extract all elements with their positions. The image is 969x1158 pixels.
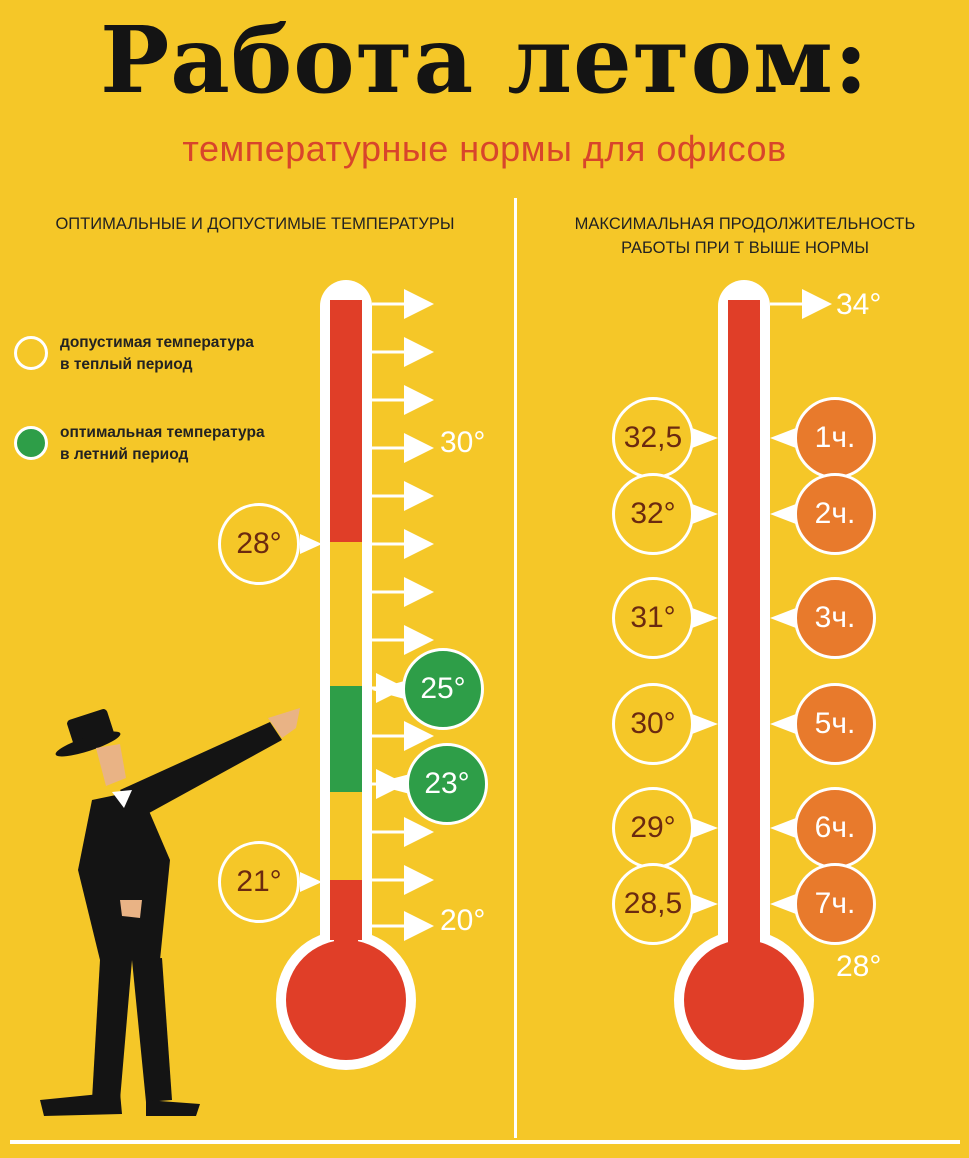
right-heading-line-2: РАБОТЫ ПРИ Т ВЫШЕ НОРМЫ bbox=[621, 239, 869, 257]
right-bottom-label: 28° bbox=[836, 950, 882, 983]
hours-badge-6: 7ч. bbox=[794, 863, 876, 945]
badge-28: 28° bbox=[218, 503, 300, 585]
right-heading-line-1: МАКСИМАЛЬНАЯ ПРОДОЛЖИТЕЛЬНОСТЬ bbox=[574, 215, 916, 233]
scale-label-20: 20° bbox=[440, 904, 486, 937]
left-thermometer bbox=[276, 280, 434, 1070]
left-tick-arrows bbox=[372, 289, 434, 941]
legend-permissible-line2: в теплый период bbox=[60, 356, 193, 373]
permissible-dot-icon bbox=[14, 336, 48, 370]
temp-badge-2: 32° bbox=[612, 473, 694, 555]
legend-item-optimal: оптимальная температура в летний период bbox=[14, 422, 265, 466]
temp-badge-6: 28,5 bbox=[612, 863, 694, 945]
badge-21: 21° bbox=[218, 841, 300, 923]
hours-badge-1: 1ч. bbox=[794, 397, 876, 479]
right-bulb bbox=[684, 940, 804, 1060]
temp-badge-1: 32,5 bbox=[612, 397, 694, 479]
zone-optimal bbox=[330, 686, 362, 792]
badge-23: 23° bbox=[406, 743, 488, 825]
right-column-heading: МАКСИМАЛЬНАЯ ПРОДОЛЖИТЕЛЬНОСТЬ РАБОТЫ ПР… bbox=[530, 212, 960, 260]
left-column-heading: ОПТИМАЛЬНЫЕ И ДОПУСТИМЫЕ ТЕМПЕРАТУРЫ bbox=[55, 215, 455, 233]
page-title: Работа летом: bbox=[100, 6, 869, 114]
legend-item-permissible: допустимая температура в теплый период bbox=[14, 332, 254, 376]
right-pointers bbox=[692, 428, 796, 914]
hours-badge-4: 5ч. bbox=[794, 683, 876, 765]
left-bulb bbox=[286, 940, 406, 1060]
bottom-divider bbox=[10, 1140, 960, 1144]
scale-label-30: 30° bbox=[440, 426, 486, 459]
zone-permissible-lower bbox=[330, 792, 362, 880]
zone-permissible-upper bbox=[330, 542, 362, 686]
temp-badge-5: 29° bbox=[612, 787, 694, 869]
right-top-label: 34° bbox=[836, 288, 882, 321]
temp-badge-3: 31° bbox=[612, 577, 694, 659]
hours-badge-3: 3ч. bbox=[794, 577, 876, 659]
right-thermometer bbox=[674, 280, 832, 1070]
column-divider bbox=[514, 198, 517, 1138]
temp-badge-4: 30° bbox=[612, 683, 694, 765]
badge-25: 25° bbox=[402, 648, 484, 730]
legend-optimal-line2: в летний период bbox=[60, 446, 189, 463]
man-figure-illustration bbox=[40, 708, 300, 1116]
legend-permissible-line1: допустимая температура bbox=[60, 334, 254, 351]
optimal-dot-icon bbox=[14, 426, 48, 460]
page-subtitle: температурные нормы для офисов bbox=[182, 128, 787, 169]
hours-badge-2: 2ч. bbox=[794, 473, 876, 555]
zone-red-top bbox=[330, 300, 362, 542]
legend-optimal-line1: оптимальная температура bbox=[60, 424, 265, 441]
hours-badge-5: 6ч. bbox=[794, 787, 876, 869]
